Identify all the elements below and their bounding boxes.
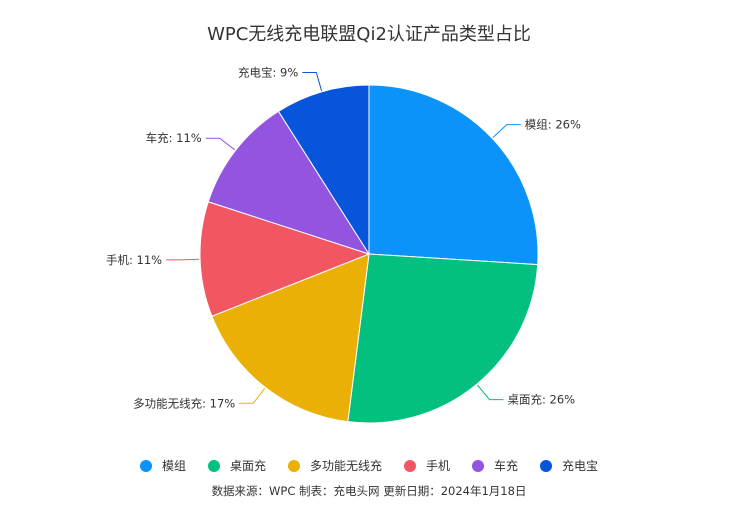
legend-marker-5[interactable] — [472, 460, 484, 472]
chart-title: WPC无线充电联盟Qi2认证产品类型占比 — [207, 24, 531, 45]
legend-marker-2[interactable] — [208, 460, 220, 472]
slice-label-6: 充电宝: 9% — [238, 66, 298, 80]
legend-marker-4[interactable] — [404, 460, 416, 472]
legend-label-4[interactable]: 手机 — [426, 459, 450, 473]
leader-line-1 — [492, 124, 521, 138]
legend-marker-6[interactable] — [540, 460, 552, 472]
slice-label-3: 多功能无线充: 17% — [133, 396, 235, 410]
leader-line-5 — [205, 137, 236, 151]
slice-leader-lines — [166, 72, 521, 404]
leader-line-4 — [166, 258, 200, 261]
leader-line-6 — [302, 72, 323, 91]
legend-marker-1[interactable] — [140, 460, 152, 472]
slice-label-1: 模组: 26% — [525, 118, 581, 132]
leader-line-2 — [477, 384, 504, 401]
legend-marker-3[interactable] — [288, 460, 300, 472]
legend-label-6[interactable]: 充电宝 — [562, 458, 598, 473]
legend-label-1[interactable]: 模组 — [162, 459, 186, 473]
slice-labels: 模组: 26% 桌面充: 26% 多功能无线充: 17% 手机: 11% 车充: 11%… — [106, 66, 581, 411]
slice-label-4: 手机: 11% — [106, 253, 162, 267]
source-footer: 数据来源：WPC 制表：充电头网 更新日期：2024年1月18日 — [212, 484, 527, 498]
pie-slice-5[interactable] — [207, 110, 371, 255]
legend-label-3[interactable]: 多功能无线充 — [310, 458, 382, 473]
slice-label-5: 车充: 11% — [146, 131, 202, 145]
leader-line-3 — [239, 387, 266, 404]
legend-label-5[interactable]: 车充 — [494, 458, 518, 473]
pie-slice-2[interactable] — [347, 253, 539, 424]
pie-slices — [199, 84, 539, 424]
pie-slice-3[interactable] — [211, 253, 370, 423]
chart-legend: 模组 桌面充 多功能无线充 手机 车充 充电宝 — [140, 458, 598, 473]
pie-slice-6[interactable] — [277, 84, 370, 256]
slice-label-2: 桌面充: 26% — [508, 393, 576, 407]
pie-slice-4[interactable] — [199, 201, 371, 317]
pie-slice-1[interactable] — [368, 84, 539, 266]
legend-label-2[interactable]: 桌面充 — [230, 458, 266, 473]
